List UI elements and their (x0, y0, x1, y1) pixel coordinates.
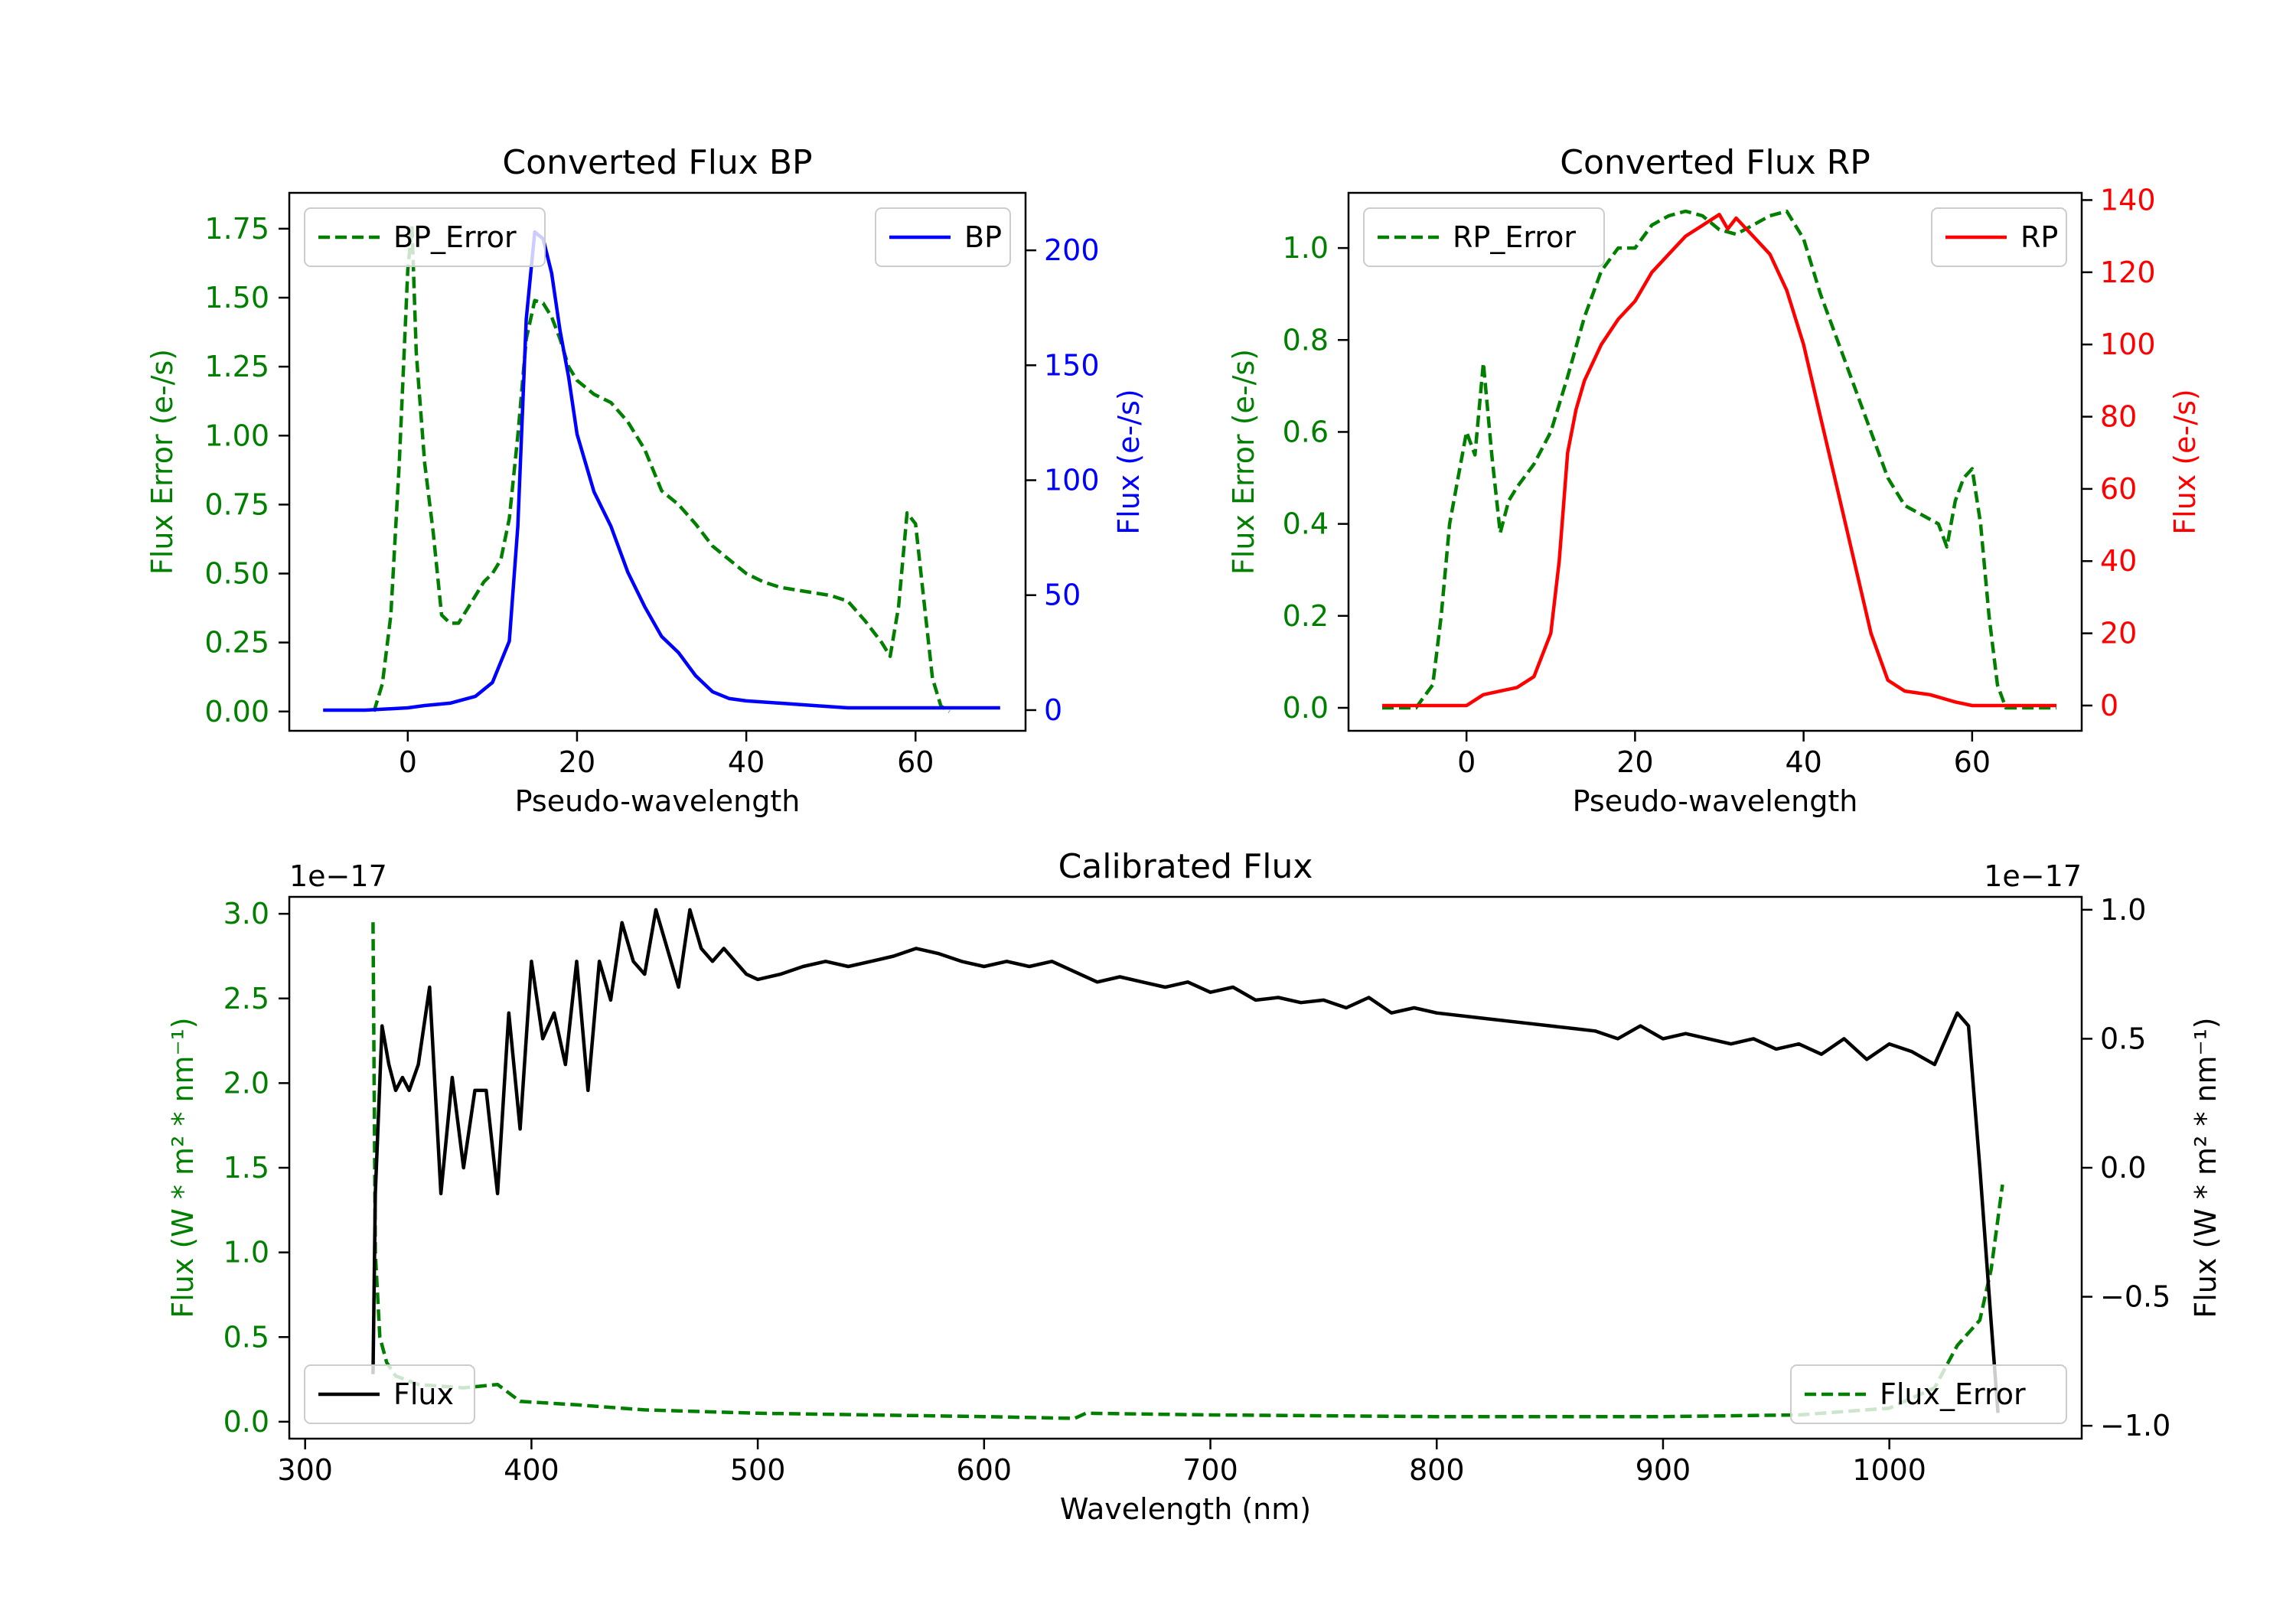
y-left-tick-label: 0.8 (1283, 323, 1329, 357)
y-left-tick-label: 1.25 (204, 350, 269, 383)
x-tick-label: 0 (399, 745, 417, 779)
y-left-tick-label: 0.0 (223, 1405, 269, 1439)
y-left-axis-label: Flux (W * m² * nm⁻¹) (166, 1017, 200, 1318)
series-line-rp (1382, 213, 2056, 708)
y-left-tick-label: 0.75 (204, 487, 269, 521)
y-left-tick-label: 1.5 (223, 1151, 269, 1185)
chart-title: Converted Flux RP (1560, 143, 1870, 182)
y-left-axis-label: Flux Error (e-/s) (1227, 349, 1261, 575)
y-right-tick-label: 60 (2100, 472, 2137, 506)
x-tick-label: 700 (1182, 1453, 1238, 1487)
y-left-tick-label: 0.4 (1283, 507, 1329, 541)
x-tick-label: 0 (1457, 745, 1476, 779)
legend-label: RP_Error (1453, 220, 1576, 254)
plot-frame (288, 895, 2083, 1440)
offset-left-label: 1e−17 (289, 859, 387, 893)
chart-title: Calibrated Flux (1058, 847, 1313, 886)
y-right-tick-label: 0.5 (2100, 1022, 2146, 1055)
y-right-tick-label: 140 (2100, 183, 2156, 217)
series-line-flux (371, 908, 2000, 1413)
legend-left: BP_Error (304, 207, 546, 267)
y-left-tick-label: 1.0 (223, 1236, 269, 1270)
legend-right: BP (875, 207, 1011, 267)
legend-box (1790, 1364, 2067, 1424)
x-tick-label: 300 (277, 1453, 333, 1487)
y-right-tick-label: −0.5 (2100, 1280, 2170, 1314)
series-line-bp (323, 230, 1000, 712)
y-left-tick-label: 0.25 (204, 626, 269, 660)
legend-label: Flux_Error (1880, 1377, 2026, 1411)
series-line-bp-error (372, 224, 951, 713)
x-tick-label: 600 (957, 1453, 1013, 1487)
y-right-tick-label: 120 (2100, 256, 2156, 289)
y-right-tick-label: 100 (2100, 328, 2156, 361)
x-tick-label: 20 (1616, 745, 1653, 779)
legend-box (304, 1364, 475, 1424)
x-tick-label: 800 (1409, 1453, 1465, 1487)
y-right-tick-label: 0 (2100, 689, 2118, 722)
y-left-tick-label: 3.0 (223, 897, 269, 931)
series-line-rp-error (1382, 209, 2056, 710)
y-right-axis-label: Flux (e-/s) (1112, 389, 1146, 534)
y-right-tick-label: 150 (1044, 348, 1100, 382)
y-left-axis-label: Flux Error (e-/s) (145, 349, 179, 575)
y-left-tick-label: 0.00 (204, 695, 269, 729)
chart-1: 0 20 40 60 0.0 0.2 0.4 0.6 0.8 1.0 0 20 40 60 80 100 120… (1227, 143, 2202, 818)
legend-left: Flux (304, 1364, 475, 1424)
y-left-tick-label: 0.50 (204, 557, 269, 591)
y-left-tick-label: 0.5 (223, 1320, 269, 1354)
y-left-tick-label: 2.0 (223, 1066, 269, 1100)
legend-box (304, 207, 546, 267)
x-tick-label: 500 (730, 1453, 786, 1487)
legend-label: BP (964, 220, 1002, 254)
chart-title: Converted Flux BP (502, 143, 812, 182)
y-right-tick-label: 1.0 (2100, 893, 2146, 927)
x-tick-label: 900 (1636, 1453, 1691, 1487)
y-right-tick-label: 0.0 (2100, 1151, 2146, 1185)
y-right-tick-label: 40 (2100, 544, 2137, 578)
legend-right: Flux_Error (1790, 1364, 2067, 1424)
y-right-tick-label: 80 (2100, 400, 2137, 434)
plot-frame (288, 191, 1027, 732)
y-left-tick-label: 0.0 (1283, 691, 1329, 725)
y-right-axis-label: Flux (W * m² * nm⁻¹) (2189, 1017, 2223, 1318)
y-right-tick-label: 20 (2100, 617, 2137, 650)
y-left-tick-label: 0.6 (1283, 415, 1329, 448)
legend-left: RP_Error (1363, 207, 1605, 267)
y-left-tick-label: 0.2 (1283, 599, 1329, 633)
y-right-tick-label: 0 (1044, 693, 1062, 727)
y-left-tick-label: 1.0 (1283, 231, 1329, 265)
x-tick-label: 40 (728, 745, 765, 779)
legend-label: RP (2020, 220, 2058, 254)
y-left-tick-label: 2.5 (223, 982, 269, 1015)
y-left-tick-label: 1.75 (204, 212, 269, 246)
y-left-tick-label: 1.50 (204, 281, 269, 315)
legend-box (1363, 207, 1605, 267)
legend-label: BP_Error (393, 220, 517, 254)
y-right-tick-label: 50 (1044, 579, 1081, 612)
x-tick-label: 20 (559, 745, 595, 779)
plot-frame (1347, 191, 2083, 732)
x-axis-label: Pseudo-wavelength (1573, 784, 1858, 818)
x-tick-label: 60 (1954, 745, 1991, 779)
chart-0: 0 20 40 60 0.00 0.25 0.50 0.75 1.00 1.25 1.50 1.75 0… (145, 143, 1146, 818)
x-tick-label: 1000 (1852, 1453, 1926, 1487)
x-tick-label: 60 (897, 745, 934, 779)
chart-2: 300 400 500 600 700 800 900 1000 0.0 0.5 1.0 1.5 2.0… (166, 847, 2223, 1526)
x-axis-label: Wavelength (nm) (1060, 1492, 1311, 1526)
x-axis-label: Pseudo-wavelength (515, 784, 801, 818)
legend-right: RP (1931, 207, 2067, 267)
y-left-tick-label: 1.00 (204, 419, 269, 452)
y-right-tick-label: −1.0 (2100, 1409, 2170, 1442)
y-right-axis-label: Flux (e-/s) (2168, 389, 2202, 534)
series-line-flux-error (371, 922, 2004, 1420)
x-tick-label: 40 (1785, 745, 1821, 779)
offset-right-label: 1e−17 (1984, 859, 2082, 893)
legend-label: Flux (393, 1377, 454, 1411)
y-right-tick-label: 200 (1044, 233, 1100, 267)
x-tick-label: 400 (504, 1453, 559, 1487)
y-right-tick-label: 100 (1044, 464, 1100, 497)
